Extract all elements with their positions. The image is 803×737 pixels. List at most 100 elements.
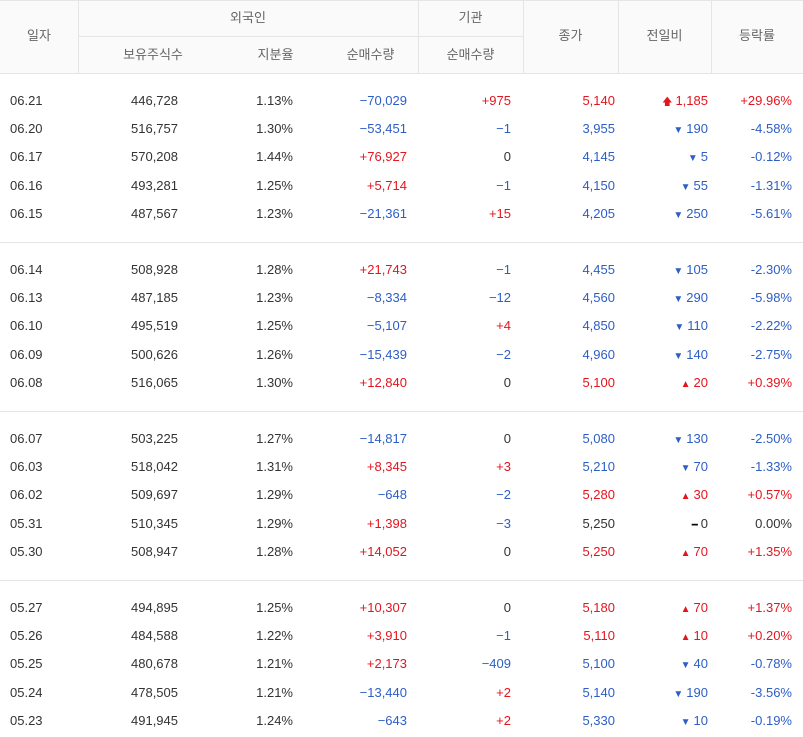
date-cell: 06.07	[10, 431, 43, 446]
down-triangle-icon: ▼	[673, 688, 684, 700]
change-cell: ▼ 130	[618, 431, 708, 449]
change-cell: ▼ 10	[618, 713, 708, 731]
header-mid-border	[78, 36, 523, 37]
share-ratio-cell: 1.25%	[256, 177, 293, 193]
date-cell: 05.23	[10, 712, 43, 728]
change-cell: ▼ 250	[618, 206, 708, 224]
share-ratio-cell: 1.24%	[256, 712, 293, 728]
holdings-cell: 484,588	[131, 628, 178, 644]
header-share-ratio: 지분율	[257, 47, 294, 62]
inst-net-cell: −1	[496, 262, 511, 277]
change-value: 70	[693, 543, 708, 559]
holdings-cell: 487,185	[131, 290, 178, 306]
change-value: 5	[700, 149, 708, 165]
date-cell: 06.16	[10, 177, 43, 193]
inst-net-cell: +15	[488, 205, 511, 221]
change-value: 140	[686, 346, 708, 362]
date-cell: 06.17	[10, 149, 43, 165]
inst-net-cell: +975	[481, 93, 511, 108]
share-ratio-cell: 1.26%	[256, 346, 293, 362]
share-ratio-cell: 1.22%	[256, 628, 293, 644]
foreign-net-cell: +3,910	[366, 628, 407, 644]
date-cell: 06.10	[10, 318, 43, 334]
change-value: 30	[693, 487, 708, 503]
holdings-cell: 446,728	[131, 93, 178, 108]
date-cell: 06.02	[10, 487, 43, 503]
close-cell: 5,140	[582, 684, 615, 700]
inst-net-cell: +2	[496, 712, 511, 728]
foreign-net-cell: +8,345	[366, 459, 407, 475]
close-cell: 4,205	[582, 205, 615, 221]
date-cell: 06.13	[10, 290, 43, 306]
holdings-cell: 508,947	[131, 543, 178, 559]
date-cell: 05.31	[10, 515, 43, 531]
inst-net-cell: 0	[503, 431, 511, 446]
change-value: 190	[686, 684, 708, 700]
close-cell: 5,280	[582, 487, 615, 503]
up-triangle-icon: ▲	[680, 547, 691, 559]
change-rate-cell: -3.56%	[750, 684, 792, 700]
close-cell: 4,455	[582, 262, 615, 277]
change-cell: ▼ 190	[618, 685, 708, 703]
inst-net-cell: +2	[496, 684, 511, 700]
share-ratio-cell: 1.30%	[256, 121, 293, 137]
holdings-cell: 508,928	[131, 262, 178, 277]
inst-net-cell: −409	[481, 656, 511, 672]
inst-net-cell: −2	[496, 346, 511, 362]
change-rate-cell: +0.57%	[747, 487, 792, 503]
down-triangle-icon: ▼	[673, 209, 684, 221]
change-value: 10	[693, 628, 708, 644]
change-cell: ▼ 40	[618, 656, 708, 674]
share-ratio-cell: 1.28%	[256, 543, 293, 559]
change-rate-cell: 0.00%	[755, 515, 792, 531]
change-cell: ▼ 70	[618, 459, 708, 477]
header-institution: 기관	[458, 10, 483, 25]
change-rate-cell: -1.31%	[750, 177, 792, 193]
close-cell: 5,110	[583, 628, 615, 644]
change-rate-cell: +29.96%	[740, 93, 792, 108]
change-cell: ▼ 55	[618, 178, 708, 196]
change-value: 105	[686, 262, 708, 277]
change-value: 20	[693, 374, 708, 390]
inst-net-cell: 0	[503, 543, 511, 559]
share-ratio-cell: 1.27%	[256, 431, 293, 446]
down-triangle-icon: ▼	[680, 716, 691, 728]
close-cell: 5,100	[582, 374, 615, 390]
header-divider	[711, 0, 712, 73]
holdings-cell: 494,895	[131, 600, 178, 615]
down-triangle-icon: ▼	[673, 435, 684, 446]
change-value: 0	[700, 515, 708, 531]
foreign-net-cell: −53,451	[359, 121, 407, 137]
foreign-net-cell: +14,052	[359, 543, 407, 559]
share-ratio-cell: 1.21%	[256, 684, 293, 700]
group-separator	[0, 411, 803, 412]
share-ratio-cell: 1.23%	[256, 205, 293, 221]
change-cell: ▲ 70	[618, 544, 708, 562]
change-value: 290	[686, 290, 708, 306]
holdings-cell: 493,281	[131, 177, 178, 193]
foreign-net-cell: +12,840	[359, 374, 407, 390]
close-cell: 4,850	[582, 318, 615, 334]
close-cell: 4,960	[582, 346, 615, 362]
share-ratio-cell: 1.23%	[256, 290, 293, 306]
header-bottom-border	[0, 73, 803, 74]
share-ratio-cell: 1.29%	[256, 515, 293, 531]
change-value: 40	[693, 656, 708, 672]
share-ratio-cell: 1.30%	[256, 374, 293, 390]
holdings-cell: 495,519	[131, 318, 178, 334]
change-rate-cell: -2.30%	[750, 262, 792, 277]
foreign-net-cell: +21,743	[359, 262, 407, 277]
change-rate-cell: -5.61%	[750, 205, 792, 221]
change-value: 110	[687, 318, 708, 334]
foreign-net-cell: −5,107	[366, 318, 407, 334]
holdings-cell: 478,505	[131, 684, 178, 700]
down-triangle-icon: ▼	[673, 125, 684, 137]
change-rate-cell: +1.35%	[747, 543, 792, 559]
header-divider	[78, 0, 79, 73]
foreign-net-cell: −21,361	[359, 205, 407, 221]
change-rate-cell: -2.75%	[750, 346, 792, 362]
close-cell: 4,145	[582, 149, 615, 165]
foreign-net-cell: +5,714	[366, 177, 407, 193]
down-triangle-icon: ▼	[680, 660, 691, 672]
close-cell: 5,180	[582, 600, 615, 615]
